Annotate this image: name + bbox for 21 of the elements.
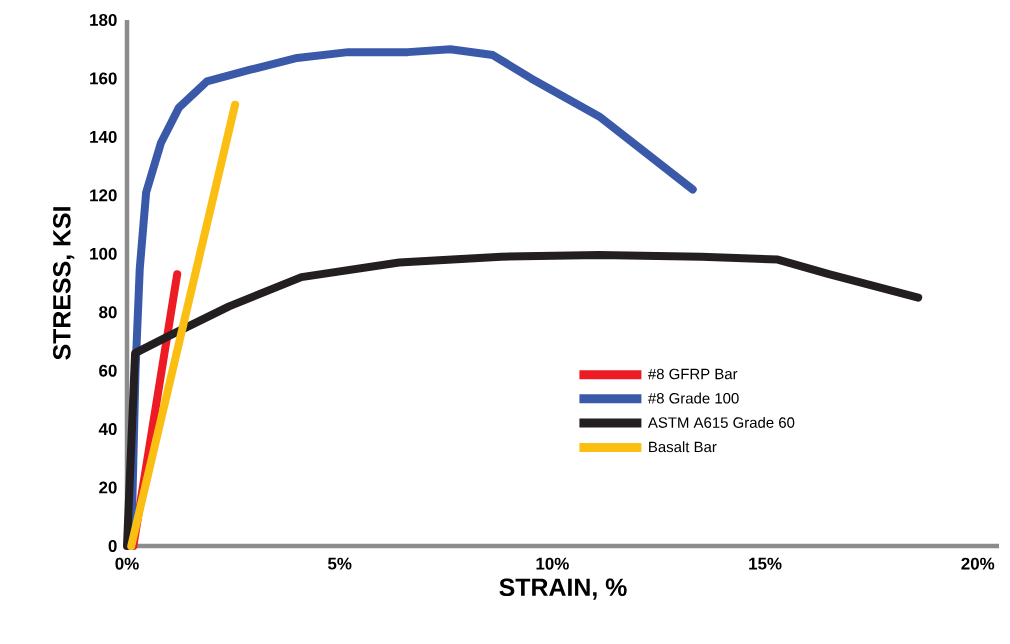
x-tick-label: 0% — [115, 557, 139, 570]
y-tick-label: 180 — [90, 13, 117, 26]
x-axis-title: STRAIN, % — [499, 578, 627, 600]
y-tick-label: 20 — [99, 481, 117, 494]
y-tick-label: 60 — [99, 364, 117, 377]
x-tick-label: 15% — [749, 557, 782, 570]
legend-label: Basalt Bar — [649, 441, 717, 453]
y-tick-label: 120 — [90, 189, 117, 202]
y-tick-label: 160 — [90, 72, 117, 85]
y-tick-label: 0 — [108, 539, 117, 552]
x-tick-label: 5% — [327, 557, 352, 570]
legend-label: #8 GFRP Bar — [647, 368, 738, 380]
y-tick-label: 140 — [90, 130, 117, 143]
y-tick-label: 40 — [98, 423, 117, 436]
y-axis-title: STRESS, KSI — [53, 207, 75, 360]
y-tick-label: 100 — [90, 247, 117, 260]
x-tick-label: 10% — [536, 557, 569, 570]
legend-label: #8 Grade 100 — [647, 392, 739, 404]
y-tick-label: 80 — [99, 306, 117, 319]
legend-label: ASTM A615 Grade 60 — [647, 416, 795, 428]
x-tick-label: 20% — [961, 557, 995, 570]
